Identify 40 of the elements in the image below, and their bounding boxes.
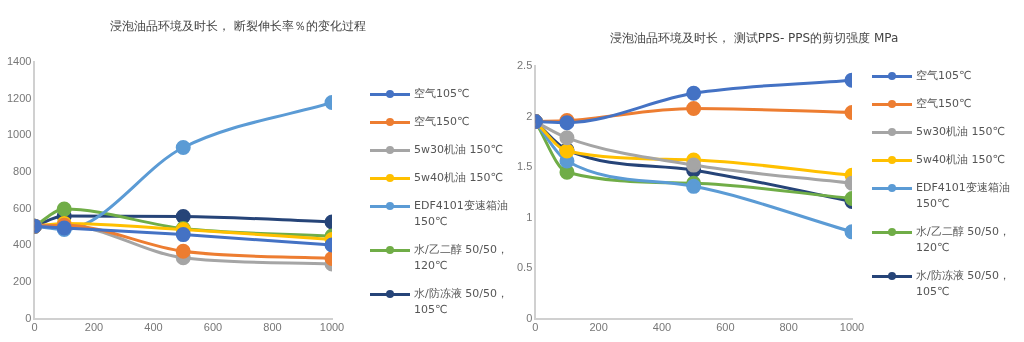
- legend-label: 5w40机油 150℃: [916, 152, 1005, 168]
- y-tick-label: 1400: [6, 55, 32, 68]
- x-tick-label: 600: [203, 321, 223, 334]
- x-tick-label: 800: [779, 321, 798, 334]
- y-tick-label: 800: [13, 165, 32, 178]
- legend-label: 空气150℃: [414, 114, 470, 130]
- y-tick-label: 1: [526, 210, 533, 223]
- chart-title: 浸泡油品环境及时长， 测试PPS- PPS的剪切强度 MPa: [610, 30, 899, 47]
- x-tick-label: 400: [144, 321, 163, 334]
- y-tick-label: 2: [526, 109, 533, 122]
- y-tick-label: 0: [526, 311, 533, 324]
- legend-label: EDF4101变速箱油 150℃: [916, 180, 1011, 212]
- legend-label: 空气150℃: [916, 96, 972, 112]
- y-tick-label: 1.5: [516, 160, 533, 173]
- x-tick-label: 1000: [319, 321, 345, 334]
- legend-label: 空气105℃: [916, 68, 972, 84]
- legend-label: 5w30机油 150℃: [916, 124, 1005, 140]
- y-tick-label: 1000: [6, 128, 32, 141]
- y-tick-label: 400: [13, 238, 32, 251]
- y-tick-label: 0: [25, 311, 32, 324]
- y-tick-label: 2.5: [516, 59, 533, 72]
- legend-label: EDF4101变速箱油 150℃: [414, 198, 509, 230]
- legend-label: 水/防冻液 50/50，105℃: [414, 286, 509, 318]
- y-tick-label: 200: [13, 275, 32, 288]
- legend-label: 水/防冻液 50/50，105℃: [916, 268, 1011, 300]
- x-tick-label: 800: [263, 321, 282, 334]
- x-tick-label: 1000: [839, 321, 865, 334]
- legend-label: 5w40机油 150℃: [414, 170, 503, 186]
- x-tick-label: 200: [84, 321, 104, 334]
- legend-label: 5w30机油 150℃: [414, 142, 503, 158]
- y-tick-label: 0.5: [516, 261, 533, 274]
- x-tick-label: 400: [652, 321, 672, 334]
- x-tick-label: 600: [716, 321, 735, 334]
- y-tick-label: 1200: [6, 91, 32, 104]
- y-tick-label: 600: [13, 201, 32, 214]
- legend-label: 空气105℃: [414, 86, 470, 102]
- legend-label: 水/乙二醇 50/50，120℃: [916, 224, 1011, 256]
- x-tick-label: 200: [589, 321, 608, 334]
- legend-label: 水/乙二醇 50/50，120℃: [414, 242, 509, 274]
- chart-title: 浸泡油品环境及时长， 断裂伸长率％的变化过程: [110, 18, 366, 35]
